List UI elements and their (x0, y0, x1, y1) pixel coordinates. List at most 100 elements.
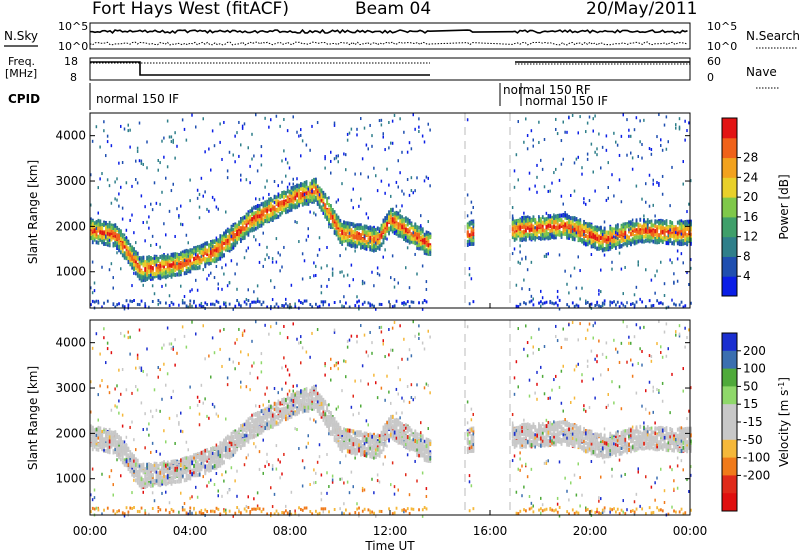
power-cell (281, 159, 283, 163)
power-cell (648, 173, 651, 177)
power-cell (90, 220, 92, 225)
power-cell (371, 270, 373, 274)
power-cell (127, 303, 130, 307)
power-cell (641, 156, 643, 160)
power-cell (676, 231, 679, 236)
power-cell (172, 257, 175, 262)
power-cell (165, 283, 167, 287)
power-cell (159, 254, 162, 259)
power-cell (682, 305, 685, 309)
power-cell (331, 267, 334, 271)
power-cell (277, 202, 280, 207)
power-cell (176, 207, 178, 211)
power-cell (568, 235, 570, 240)
power-cell (129, 128, 131, 132)
power-cell (135, 241, 137, 245)
power-cell (616, 232, 619, 236)
power-cell (616, 237, 619, 241)
power-cell (391, 212, 394, 217)
power-cell (326, 211, 329, 216)
power-cell (187, 261, 190, 266)
power-cell (118, 204, 120, 208)
power-cell (266, 208, 269, 213)
power-cell (238, 228, 240, 233)
power-cell (258, 214, 261, 219)
power-cell (526, 222, 529, 227)
power-cell (652, 239, 655, 244)
power-cell (262, 212, 265, 217)
power-cell (658, 236, 660, 241)
power-cell (146, 220, 148, 224)
power-cell (410, 225, 413, 230)
power-cell (590, 302, 593, 306)
power-cell (406, 246, 409, 250)
power-cell (155, 273, 158, 278)
power-cell (673, 235, 675, 240)
power-cell (611, 245, 614, 250)
power-cell (180, 264, 182, 269)
power-cell (427, 251, 430, 256)
power-cell (146, 264, 149, 269)
power-cell (468, 267, 471, 271)
power-cell (281, 204, 284, 209)
power-cell (581, 223, 584, 228)
power-cell (215, 258, 218, 263)
power-cell (127, 246, 130, 251)
power-cell (238, 230, 240, 235)
power-cell (596, 153, 598, 157)
power-cell (667, 225, 670, 230)
power-cell (133, 258, 135, 263)
power-cell (380, 223, 383, 228)
power-cell (579, 226, 582, 231)
power-cell (358, 238, 360, 243)
power-cell (511, 206, 514, 210)
power-cell (165, 256, 167, 261)
power-cell (566, 221, 569, 226)
power-cell (236, 232, 239, 237)
power-cell (217, 253, 220, 258)
power-cell (470, 235, 473, 240)
power-cell (532, 138, 534, 142)
power-cell (660, 231, 662, 236)
power-cell (401, 225, 404, 230)
power-cell (301, 189, 304, 194)
power-cell (247, 218, 250, 223)
power-cell (395, 215, 398, 220)
power-cell (285, 204, 287, 209)
power-cell (103, 224, 105, 228)
power-cell (95, 231, 98, 236)
power-cell (166, 259, 169, 264)
power-cell (140, 270, 143, 275)
power-cell (519, 223, 522, 228)
power-cell (675, 230, 677, 234)
power-cell (333, 218, 336, 223)
power-cell (133, 271, 135, 275)
power-cell (421, 229, 424, 234)
power-cell (530, 227, 533, 232)
power-cell (296, 204, 299, 209)
power-cell (116, 177, 118, 181)
power-cell (103, 231, 105, 236)
power-cell (240, 178, 242, 182)
power-cell (335, 154, 338, 158)
power-cell (185, 268, 188, 273)
power-cell (549, 299, 552, 303)
power-cell (211, 302, 214, 306)
power-cell (386, 214, 389, 219)
power-cell (211, 251, 214, 256)
power-cell (195, 304, 197, 308)
power-cell (590, 252, 593, 256)
power-cell (661, 226, 664, 231)
power-cell (286, 197, 289, 202)
power-cell (123, 233, 126, 237)
power-cell (226, 245, 229, 250)
power-cell (110, 231, 113, 236)
power-cell (103, 235, 105, 240)
power-cell (120, 230, 122, 235)
power-cell (571, 225, 574, 229)
power-cell (301, 201, 304, 206)
power-cell (414, 222, 417, 227)
power-cell (609, 245, 611, 249)
power-cell (528, 223, 531, 228)
